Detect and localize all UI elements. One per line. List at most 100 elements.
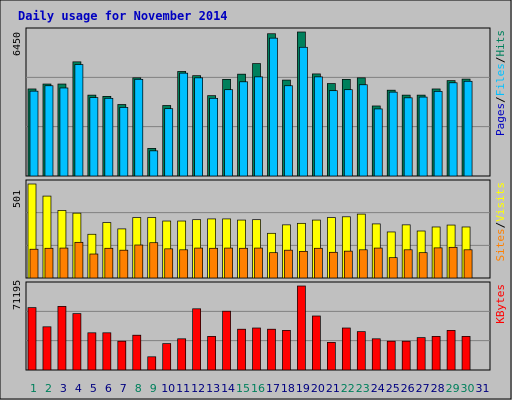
bar-files-day-16 (254, 76, 263, 177)
bar-sites-day-16 (254, 247, 263, 279)
bar-files-day-3 (59, 87, 69, 177)
bar-kbytes-day-25 (386, 340, 396, 371)
bar-kbytes-day-26 (401, 340, 411, 371)
day-label-6: 6 (105, 382, 112, 395)
day-label-14: 14 (221, 382, 235, 395)
bar-files-day-24 (373, 108, 383, 177)
bar-sites-day-1 (29, 248, 39, 279)
day-label-27: 27 (416, 382, 430, 395)
bar-files-day-25 (388, 91, 398, 177)
bar-kbytes-day-3 (57, 306, 67, 371)
bar-files-day-27 (418, 96, 428, 177)
bar-sites-day-11 (179, 249, 189, 279)
bar-kbytes-day-28 (431, 336, 441, 371)
bar-sites-day-25 (388, 257, 398, 279)
bar-files-day-4 (74, 64, 84, 177)
day-label-20: 20 (311, 382, 325, 395)
panel-legend: KBytes (494, 284, 507, 324)
day-label-26: 26 (401, 382, 415, 395)
legend-entry: Hits (494, 30, 507, 57)
legend-entry: Files (494, 63, 507, 96)
bar-files-day-28 (433, 91, 443, 177)
day-label-18: 18 (281, 382, 295, 395)
day-label-16: 16 (251, 382, 265, 395)
legend-entry: / (494, 222, 507, 229)
bar-sites-day-15 (239, 247, 248, 279)
bar-files-day-30 (463, 80, 473, 177)
bar-kbytes-day-17 (267, 328, 276, 371)
day-label-4: 4 (75, 382, 82, 395)
bar-kbytes-day-20 (312, 315, 321, 371)
day-label-7: 7 (120, 382, 127, 395)
bar-sites-day-14 (224, 247, 233, 279)
bar-kbytes-day-14 (222, 310, 231, 371)
day-label-3: 3 (60, 382, 67, 395)
day-label-31: 31 (476, 382, 490, 395)
bar-sites-day-26 (403, 249, 413, 279)
bar-files-day-1 (29, 90, 39, 177)
bar-sites-day-3 (59, 247, 69, 279)
legend-entry: KBytes (494, 284, 507, 324)
bar-sites-day-2 (44, 247, 54, 279)
bar-kbytes-day-7 (117, 340, 127, 371)
bar-sites-day-17 (269, 252, 278, 279)
bar-files-day-10 (164, 108, 174, 177)
bar-kbytes-day-2 (42, 326, 52, 371)
day-label-30: 30 (461, 382, 475, 395)
legend-entry: Sites (494, 228, 507, 261)
day-label-24: 24 (371, 382, 385, 395)
day-label-1: 1 (30, 382, 37, 395)
bar-kbytes-day-8 (132, 334, 142, 371)
legend-entry: / (494, 57, 507, 64)
panel-legend: Pages/Files/Hits (494, 30, 507, 136)
bar-kbytes-day-27 (416, 337, 426, 371)
bar-files-day-18 (284, 85, 293, 177)
chart-title: Daily usage for November 2014 (18, 9, 228, 23)
day-label-11: 11 (176, 382, 190, 395)
bar-sites-day-9 (149, 242, 159, 279)
bar-kbytes-day-16 (252, 327, 261, 371)
bar-files-day-15 (239, 81, 248, 177)
day-label-5: 5 (90, 382, 97, 395)
bar-files-day-8 (134, 78, 144, 177)
bar-sites-day-20 (314, 247, 323, 279)
bar-sites-day-18 (284, 249, 293, 279)
bar-kbytes-day-18 (282, 330, 291, 371)
bar-kbytes-day-13 (207, 336, 216, 371)
bar-sites-day-7 (119, 249, 129, 279)
bar-files-day-20 (314, 76, 323, 177)
bar-kbytes-day-6 (102, 332, 112, 371)
bar-files-day-11 (179, 72, 189, 177)
legend-entry: Visits (494, 182, 507, 222)
bar-files-day-13 (209, 97, 218, 177)
day-label-2: 2 (45, 382, 52, 395)
bar-sites-day-28 (433, 247, 443, 279)
panel-legend: Sites/Visits (494, 182, 507, 262)
axis-max-label: 71195 (12, 280, 23, 310)
bar-sites-day-21 (329, 251, 338, 279)
day-label-17: 17 (266, 382, 280, 395)
day-label-8: 8 (135, 382, 142, 395)
bar-sites-day-5 (89, 253, 99, 279)
bar-kbytes-day-5 (87, 332, 97, 371)
bar-files-day-7 (119, 107, 129, 177)
bar-kbytes-day-30 (461, 336, 471, 371)
panel-2: 501 Sites/Visits (12, 179, 507, 279)
bar-kbytes-day-19 (297, 285, 306, 371)
bar-kbytes-day-12 (192, 308, 201, 371)
axis-max-label: 501 (12, 190, 23, 208)
bar-files-day-26 (403, 97, 413, 177)
chart-panels: 6450Pages/Files/Hits501Sites/Visits71195… (12, 27, 507, 371)
bar-files-day-9 (149, 150, 159, 177)
bar-files-day-23 (358, 84, 368, 177)
day-label-9: 9 (150, 382, 157, 395)
day-label-10: 10 (161, 382, 175, 395)
panel-3: 71195 KBytes (12, 280, 507, 371)
bar-kbytes-day-10 (162, 343, 172, 371)
day-axis: 1 2 3 4 5 6 7 8 9 10 11 12 13 14 15 16 17 18 19 20 21 22 23 24 2… (30, 382, 490, 395)
bar-kbytes-day-29 (446, 330, 456, 371)
bar-kbytes-day-22 (341, 327, 351, 371)
bar-sites-day-6 (104, 247, 114, 279)
bar-kbytes-day-23 (356, 331, 366, 371)
